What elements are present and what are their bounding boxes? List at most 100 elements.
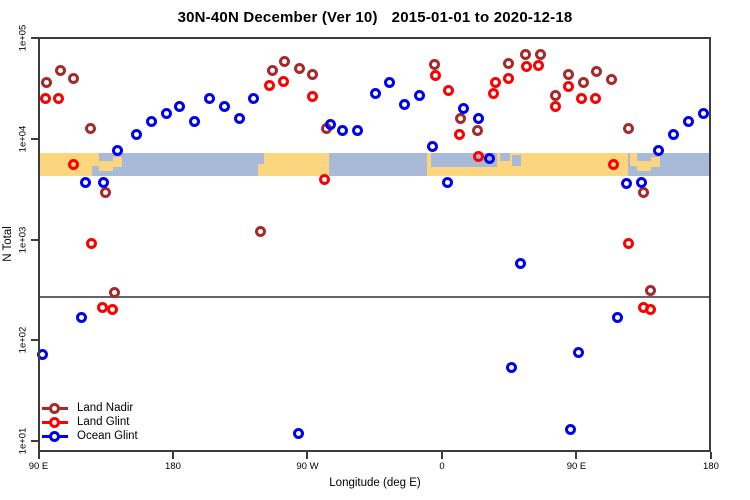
point-land-glint	[277, 76, 289, 87]
point-land-glint	[503, 72, 515, 84]
point-ocean-glint	[652, 145, 664, 157]
point-land-glint	[589, 93, 601, 105]
point-land-glint	[307, 91, 319, 103]
point-land-nadir	[68, 72, 80, 84]
point-ocean-glint	[473, 112, 485, 124]
point-ocean-glint	[98, 176, 110, 188]
x-tick	[171, 452, 174, 459]
legend-label: Ocean Glint	[77, 430, 138, 442]
point-land-glint	[96, 302, 108, 314]
legend-circle-icon	[49, 416, 60, 428]
x-tick	[709, 452, 712, 459]
legend-circle-icon	[49, 402, 60, 414]
y-tick	[31, 440, 38, 442]
point-ocean-glint	[234, 112, 246, 124]
point-ocean-glint	[506, 361, 518, 373]
point-ocean-glint	[441, 176, 453, 188]
point-ocean-glint	[413, 89, 425, 101]
point-ocean-glint	[161, 107, 173, 119]
point-ocean-glint	[292, 427, 304, 439]
legend-symbol	[42, 416, 68, 428]
point-ocean-glint	[483, 152, 495, 164]
legend-circle-icon	[49, 430, 60, 442]
point-ocean-glint	[352, 125, 364, 137]
point-ocean-glint	[75, 311, 87, 323]
map-band-land	[629, 153, 637, 166]
point-land-nadir	[279, 55, 291, 67]
point-land-nadir	[534, 49, 546, 61]
map-band-land	[650, 156, 660, 167]
title-dates: 2015-01-01 to 2020-12-18	[391, 9, 573, 26]
point-ocean-glint	[515, 257, 527, 269]
legend-item-ocean-glint: Ocean Glint	[42, 429, 138, 443]
legend-label: Land Nadir	[77, 402, 134, 414]
y-tick	[31, 137, 38, 140]
point-ocean-glint	[398, 98, 410, 110]
point-land-glint	[319, 174, 331, 186]
point-ocean-glint	[204, 93, 216, 105]
point-land-glint	[521, 61, 533, 73]
point-land-nadir	[41, 77, 53, 89]
point-land-glint	[39, 93, 51, 105]
point-land-glint	[533, 60, 545, 72]
map-band-land	[38, 153, 92, 176]
point-land-glint	[489, 77, 501, 89]
point-land-nadir	[307, 69, 319, 81]
point-land-nadir	[99, 187, 111, 199]
point-land-glint	[622, 237, 634, 249]
point-ocean-glint	[458, 102, 470, 114]
point-land-nadir	[428, 58, 440, 70]
map-band-land	[112, 156, 122, 167]
point-ocean-glint	[146, 115, 158, 127]
map-band-land	[637, 161, 651, 172]
y-tick-label: 1e+05	[17, 24, 29, 52]
legend: Land Nadir Land Glint Ocean Glint	[42, 401, 138, 443]
point-ocean-glint	[636, 176, 648, 188]
point-ocean-glint	[247, 93, 259, 105]
y-tick-label: 1e+04	[17, 125, 29, 153]
point-ocean-glint	[427, 141, 439, 153]
x-tick	[306, 452, 309, 459]
point-ocean-glint	[189, 115, 201, 127]
point-land-nadir	[255, 226, 267, 238]
point-land-nadir	[455, 112, 467, 124]
map-band-land	[263, 153, 330, 176]
point-ocean-glint	[131, 129, 143, 141]
point-land-glint	[68, 158, 80, 170]
point-land-nadir	[606, 73, 618, 85]
point-ocean-glint	[383, 77, 395, 89]
x-tick-label: 180	[165, 461, 181, 472]
point-land-glint	[53, 93, 65, 105]
y-tick	[31, 37, 38, 39]
point-land-glint	[453, 129, 465, 141]
legend-item-land-nadir: Land Nadir	[42, 401, 138, 415]
point-land-glint	[107, 304, 119, 316]
point-land-glint	[86, 237, 98, 249]
x-tick-label: 180	[703, 461, 719, 472]
x-axis-title: Longitude (deg E)	[329, 477, 421, 489]
point-land-nadir	[84, 123, 96, 135]
point-land-glint	[576, 93, 588, 105]
plot-area	[36, 37, 711, 452]
legend-label: Land Glint	[77, 416, 130, 428]
title-region: 30N-40N December (Ver 10)	[177, 9, 378, 26]
point-land-nadir	[471, 125, 483, 137]
point-ocean-glint	[667, 129, 679, 141]
point-land-glint	[264, 79, 276, 91]
point-ocean-glint	[370, 88, 382, 100]
x-tick-label: 0	[439, 461, 445, 472]
point-land-glint	[443, 85, 455, 97]
point-land-glint	[488, 88, 500, 100]
point-ocean-glint	[219, 100, 231, 112]
x-tick-label: 90 W	[296, 461, 319, 472]
point-land-nadir	[645, 285, 657, 297]
point-land-glint	[645, 304, 657, 316]
y-tick-label: 1e+03	[17, 226, 29, 253]
map-band-land	[91, 153, 99, 166]
x-tick	[575, 452, 578, 459]
legend-item-land-glint: Land Glint	[42, 415, 138, 429]
point-ocean-glint	[682, 115, 694, 127]
point-land-nadir	[591, 66, 603, 78]
y-tick	[31, 339, 38, 342]
